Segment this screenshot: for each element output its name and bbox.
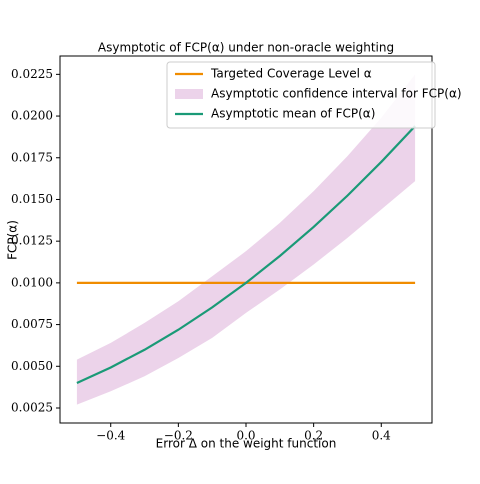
plot-frame [59, 55, 433, 424]
y-tick-label: 0.0100 [11, 275, 53, 289]
x-tick-label: −0.2 [164, 429, 193, 443]
chart-title: Asymptotic of FCP(α) under non-oracle we… [98, 41, 394, 55]
legend-label: Targeted Coverage Level α [210, 67, 372, 81]
legend-label: Asymptotic mean of FCP(α) [211, 107, 375, 121]
x-tick-label: 0.4 [372, 429, 391, 443]
y-tick-label: 0.0175 [11, 150, 53, 164]
x-tick-label: 0.2 [304, 429, 323, 443]
series-line [76, 125, 416, 384]
legend-swatch [175, 89, 203, 99]
y-axis-label: FCP(α) [6, 220, 20, 260]
y-tick-label: 0.0150 [11, 192, 53, 206]
confidence-band [76, 74, 416, 405]
y-tick-label: 0.0200 [11, 109, 53, 123]
x-tick-label: 0.0 [236, 429, 255, 443]
y-tick-label: 0.0225 [11, 67, 53, 81]
x-tick-label: −0.4 [96, 429, 126, 443]
y-tick-label: 0.0075 [11, 317, 53, 331]
x-axis-label: Error Δ on the weight function [156, 437, 337, 451]
y-tick-label: 0.0050 [11, 359, 53, 373]
legend-label: Asymptotic confidence interval for FCP(α… [211, 87, 462, 101]
y-tick-label: 0.0025 [11, 400, 53, 414]
legend-box [166, 61, 436, 129]
y-tick-label: 0.0125 [11, 234, 53, 248]
legend: Targeted Coverage Level α Asymptotic conf… [166, 61, 462, 129]
